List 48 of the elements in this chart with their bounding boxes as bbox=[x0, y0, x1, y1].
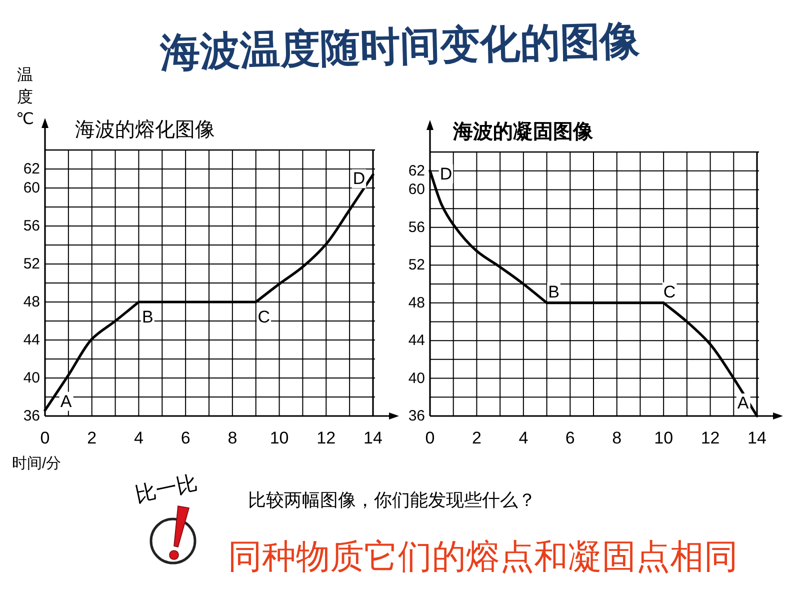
x-tick-label: 14 bbox=[364, 428, 382, 448]
x-tick-label: 4 bbox=[518, 428, 528, 448]
y-tick-label: 40 bbox=[23, 370, 40, 386]
y-tick-label: 48 bbox=[23, 294, 40, 310]
y-tick-label: 56 bbox=[23, 218, 40, 234]
x-tick-label: 4 bbox=[134, 428, 144, 448]
y-tick-label: 56 bbox=[408, 218, 425, 236]
x-tick-label: 12 bbox=[316, 428, 336, 448]
x-tick-label: 0 bbox=[425, 428, 435, 448]
annotation: D bbox=[352, 169, 366, 188]
y-tick-label: 62 bbox=[23, 160, 40, 178]
annotation: A bbox=[60, 392, 72, 411]
x-tick-label: 6 bbox=[180, 428, 190, 448]
text: 海波温度随时间变化的图像 bbox=[158, 18, 642, 76]
y-tick-label: 36 bbox=[408, 408, 425, 424]
x-tick-label: 8 bbox=[612, 428, 622, 448]
annotation: B bbox=[548, 282, 560, 302]
y-tick-label: 60 bbox=[408, 181, 425, 198]
annotation: D bbox=[440, 164, 452, 184]
annotation: C bbox=[663, 282, 676, 302]
y-tick-label: 36 bbox=[23, 408, 40, 424]
text: 比一比 bbox=[133, 471, 200, 507]
x-tick-label: 6 bbox=[565, 428, 575, 448]
y-tick-label: 40 bbox=[408, 370, 425, 387]
x-tick-label: 14 bbox=[748, 428, 766, 448]
x-axis-title: 时间/分 bbox=[12, 455, 62, 472]
x-tick-label: 0 bbox=[40, 428, 50, 448]
y-tick-label: 44 bbox=[408, 332, 425, 350]
x-tick-label: 10 bbox=[654, 428, 674, 448]
text: 同种物质它们的熔点和凝固点相同 bbox=[228, 538, 738, 576]
x-tick-label: 2 bbox=[87, 428, 97, 448]
y-tick-label: 48 bbox=[408, 294, 425, 312]
y-tick-label: 52 bbox=[23, 256, 40, 272]
y-tick-label: 60 bbox=[23, 180, 40, 196]
x-tick-label: 2 bbox=[472, 428, 482, 448]
y-tick-label: 52 bbox=[408, 256, 425, 274]
x-tick-label: 10 bbox=[270, 428, 289, 448]
y-axis-title: 温度℃ bbox=[16, 67, 34, 128]
x-tick-label: 12 bbox=[700, 428, 720, 448]
annotation: C bbox=[258, 308, 270, 326]
chart-title: 海波的熔化图像 bbox=[75, 119, 215, 141]
annotation: A bbox=[737, 394, 750, 412]
annotation: B bbox=[142, 308, 154, 326]
x-tick-label: 8 bbox=[228, 428, 238, 448]
text: 比较两幅图像，你们能发现些什么？ bbox=[248, 490, 536, 510]
chart-title: 海波的凝固图像 bbox=[452, 121, 594, 143]
y-tick-label: 62 bbox=[408, 162, 425, 180]
y-tick-label: 44 bbox=[23, 332, 40, 348]
